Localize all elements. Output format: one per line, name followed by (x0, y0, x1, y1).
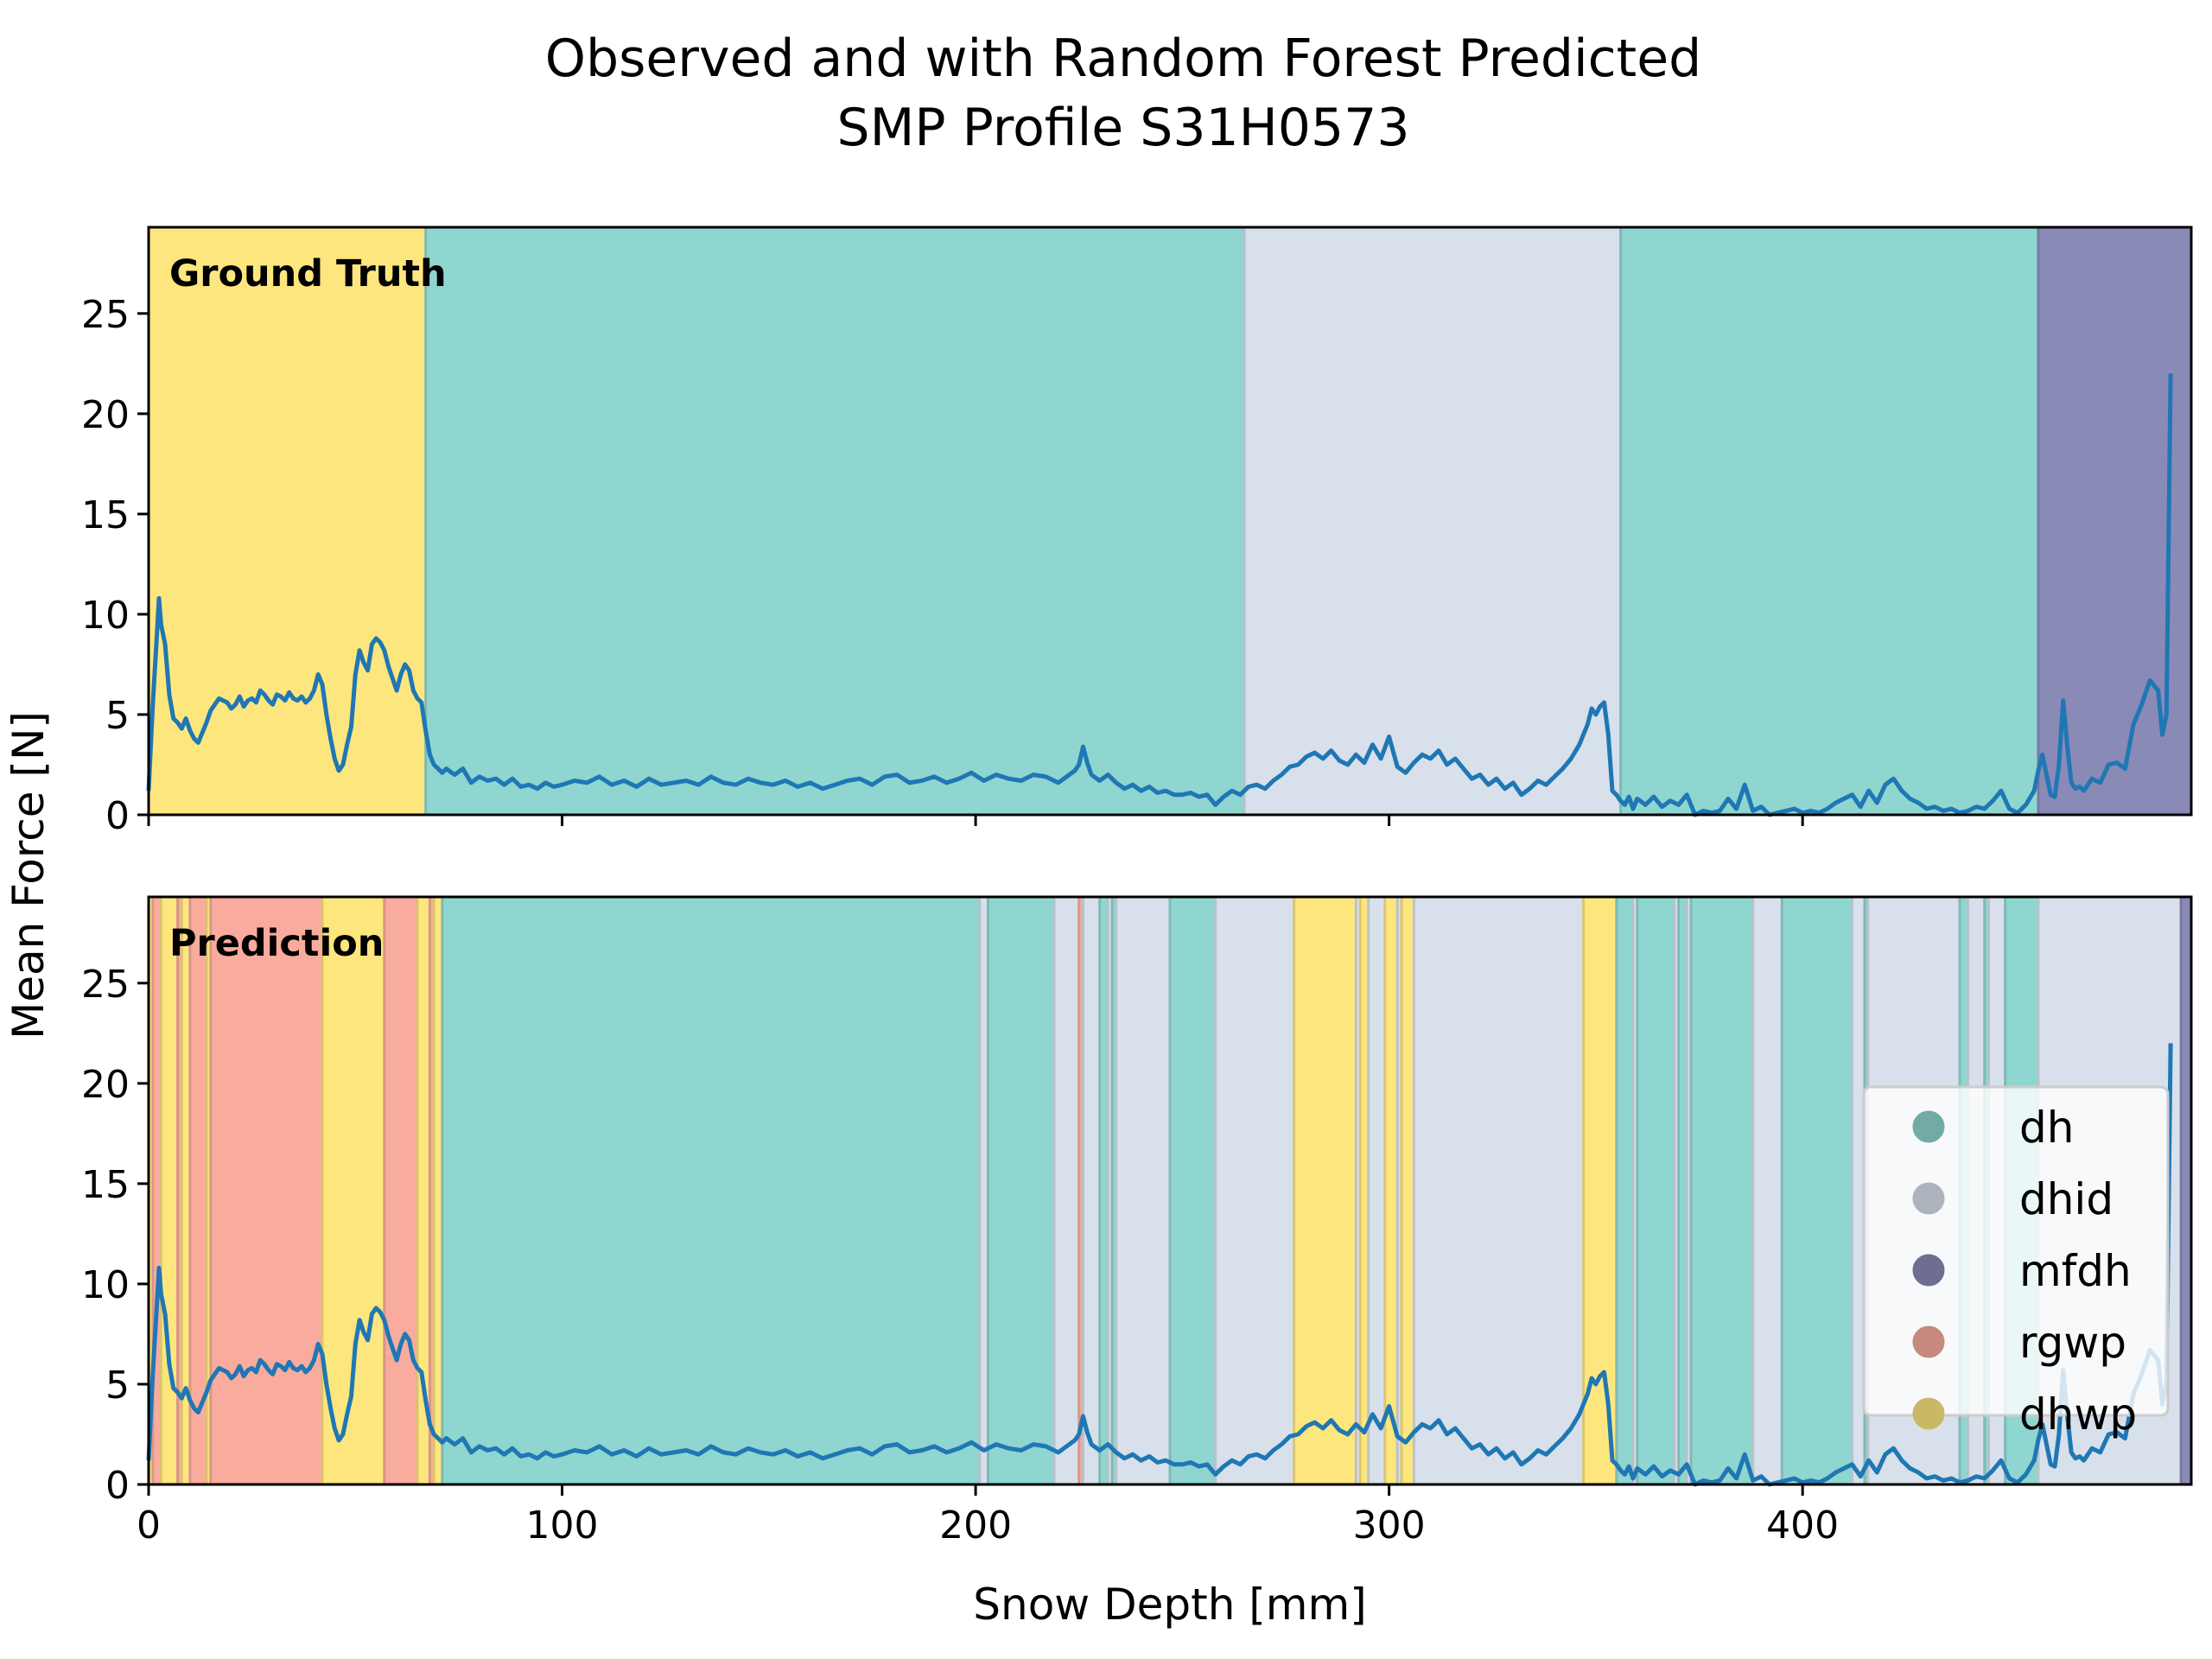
title-line-1: Observed and with Random Forest Predicte… (545, 29, 1701, 89)
y-tick-label: 20 (81, 1063, 130, 1107)
legend-label-dh: dh (2019, 1103, 2074, 1153)
force-series-line (146, 373, 2173, 817)
y-tick-label: 15 (81, 1163, 130, 1207)
x-axis-label: Snow Depth [mm] (973, 1580, 1366, 1630)
segment-dhwp (1360, 897, 1369, 1484)
segment-dhwp (149, 897, 153, 1484)
panel-label: Ground Truth (169, 252, 447, 296)
segment-dhid (1632, 897, 1637, 1484)
segment-dhwp (161, 897, 178, 1484)
legend: dh dhid mfdh rgwp dhwp (1862, 1085, 2170, 1440)
legend-label-rgwp: rgwp (2019, 1318, 2126, 1368)
segment-dhid (1116, 897, 1170, 1484)
segment-dhid (1674, 897, 1679, 1484)
segment-dhwp (1294, 897, 1357, 1484)
y-tick-label: 0 (105, 1464, 130, 1508)
legend-label-mfdh: mfdh (2019, 1246, 2132, 1296)
segment-dh (1170, 897, 1216, 1484)
segment-dhid (1215, 897, 1294, 1484)
ground-truth-panel: 0 5 10 15 20 25 Ground Truth (81, 226, 2193, 838)
segment-dhwp (181, 897, 190, 1484)
segment-dhwp (417, 897, 430, 1484)
legend-marker-dh (1912, 1110, 1945, 1143)
segment-dhid (1083, 897, 1100, 1484)
segment-mfdh (2181, 897, 2191, 1484)
segment-dhid (1414, 897, 1584, 1484)
segment-dhid (1244, 227, 1621, 815)
segment-rgwp (177, 897, 182, 1484)
segment-rgwp (1078, 897, 1084, 1484)
segment-dhwp (206, 897, 211, 1484)
y-tick-label: 10 (81, 594, 130, 638)
segment-dh (988, 897, 1055, 1484)
segment-dh (1620, 227, 2038, 815)
segment-dh (1782, 897, 1853, 1484)
segment-dhid (1752, 897, 1783, 1484)
segment-rgwp (152, 897, 162, 1484)
segment-dhid (979, 897, 988, 1484)
segment-dh (1099, 897, 1109, 1484)
segment-dhid (1687, 897, 1691, 1484)
y-tick-label: 25 (81, 293, 130, 337)
segment-rgwp (384, 897, 418, 1484)
segment-dh (1637, 897, 1675, 1484)
axes-frame (147, 226, 2193, 817)
y-tick-label: 0 (105, 794, 130, 838)
y-tick-label: 10 (81, 1263, 130, 1307)
figure-title: Observed and with Random Forest Predicte… (545, 29, 1701, 158)
x-tick-label: 0 (137, 1503, 161, 1548)
segment-dhwp (1384, 897, 1398, 1484)
segment-dhid (1356, 897, 1361, 1484)
title-line-2: SMP Profile S31H0573 (837, 98, 1410, 158)
segment-dhwp (434, 897, 442, 1484)
y-tick-label: 20 (81, 393, 130, 437)
y-tick-label: 15 (81, 493, 130, 537)
segment-dh (1112, 897, 1116, 1484)
x-tick-label: 200 (939, 1503, 1012, 1548)
segment-rgwp (189, 897, 207, 1484)
y-tick-label: 5 (105, 694, 130, 738)
axes-frame (147, 895, 2193, 1486)
segment-dhwp (1401, 897, 1414, 1484)
y-tick-label: 5 (105, 1363, 130, 1408)
panel-label: Prediction (169, 922, 384, 965)
segment-rgwp (429, 897, 435, 1484)
force-series-line (146, 1043, 2173, 1487)
x-tick-label: 300 (1353, 1503, 1426, 1548)
segment-dhid (1368, 897, 1385, 1484)
legend-label-dhid: dhid (2019, 1174, 2113, 1224)
legend-label-dhwp: dhwp (2019, 1389, 2137, 1440)
segment-dhid (1852, 897, 1865, 1484)
segment-dh (1616, 897, 1633, 1484)
segment-dhid (1397, 897, 1402, 1484)
segment-dhwp (149, 227, 426, 815)
legend-marker-mfdh (1912, 1254, 1945, 1287)
segment-dhid (1108, 897, 1113, 1484)
segment-dh (1690, 897, 1753, 1484)
x-tick-label: 100 (526, 1503, 599, 1548)
segment-rgwp (210, 897, 322, 1484)
x-tick-label: 400 (1766, 1503, 1839, 1548)
segment-dh (1678, 897, 1688, 1484)
legend-marker-rgwp (1912, 1325, 1945, 1358)
legend-marker-dhid (1912, 1182, 1945, 1215)
y-tick-label: 25 (81, 963, 130, 1007)
y-axis-label: Mean Force [N] (3, 711, 54, 1039)
legend-marker-dhwp (1912, 1397, 1945, 1430)
segment-dhid (1054, 897, 1079, 1484)
segment-dh (425, 227, 1245, 815)
segment-dh (442, 897, 980, 1484)
